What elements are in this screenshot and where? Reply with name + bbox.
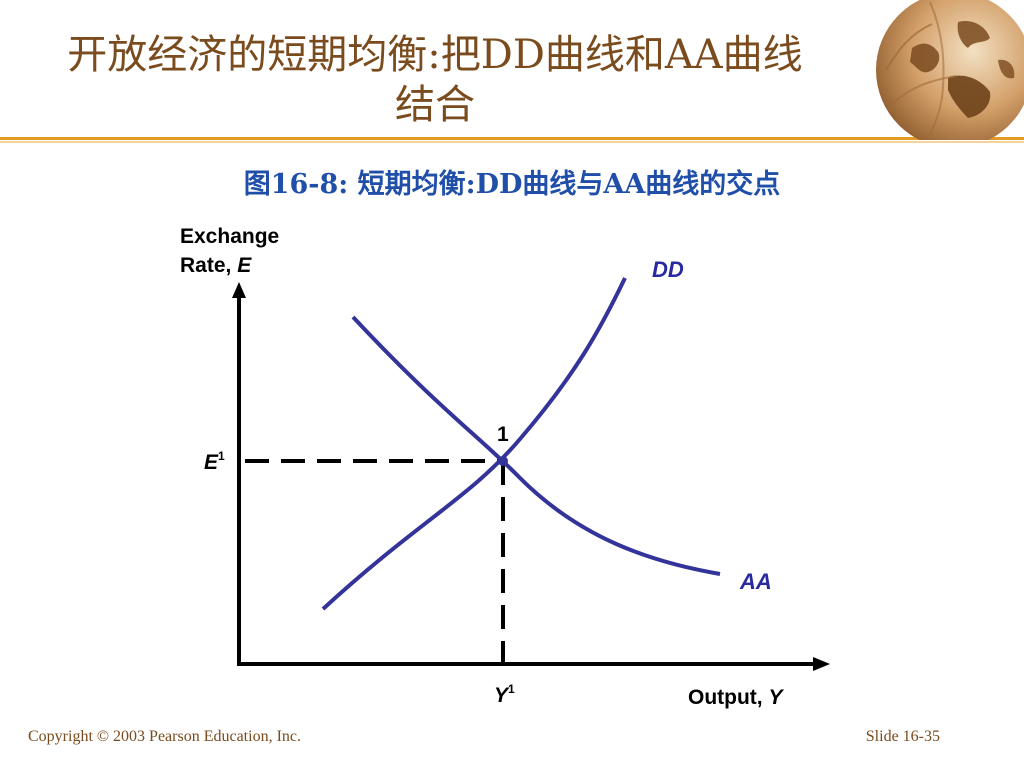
aa-curve-label: AA (739, 569, 772, 594)
e1-label-superscript: 1 (218, 449, 225, 463)
x-axis-label: Output, Y (688, 686, 784, 709)
e1-label: E1 (204, 449, 225, 474)
x-axis-variable: Y (768, 686, 784, 709)
aa-curve (351, 315, 721, 576)
y1-label-main: Y (494, 684, 510, 707)
e1-label-main: E (204, 451, 219, 474)
y1-label: Y1 (494, 682, 515, 707)
y-axis-label-prefix: Rate, (180, 254, 237, 277)
y-axis-label-line-1: Exchange (180, 225, 279, 248)
dd-curve (321, 277, 627, 611)
globe-icon (876, 0, 1024, 140)
title-divider-light (0, 141, 1024, 143)
equilibrium-point (498, 456, 508, 466)
slide-title-line-1: 开放经济的短期均衡:把DD曲线和AA曲线 (67, 32, 803, 78)
y-axis-variable: E (237, 254, 252, 277)
slide-number: Slide 16-35 (865, 728, 940, 745)
dd-curve-label: DD (652, 257, 684, 282)
slide-title: 开放经济的短期均衡:把DD曲线和AA曲线 结合 (10, 30, 860, 130)
y1-label-superscript: 1 (508, 682, 515, 696)
x-axis-label-prefix: Output, (688, 686, 768, 709)
x-axis-arrowhead (813, 657, 830, 671)
y-axis-label-line-2: Rate, E (180, 254, 252, 277)
equilibrium-point-label: 1 (497, 423, 509, 446)
slide-title-line-2: 结合 (395, 82, 475, 128)
title-divider-dark (0, 137, 1024, 140)
y-axis-arrowhead (232, 282, 246, 298)
copyright-text: Copyright © 2003 Pearson Education, Inc. (28, 728, 301, 745)
figure-caption: 图16-8: 短期均衡:DD曲线与AA曲线的交点 (243, 169, 781, 200)
